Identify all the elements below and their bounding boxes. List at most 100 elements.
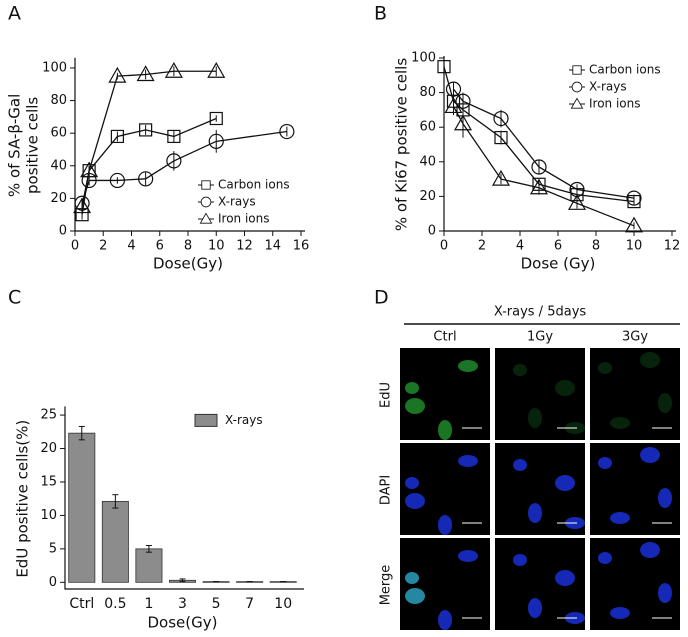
marker xyxy=(494,130,508,145)
y-tick-label: 5 xyxy=(49,541,57,556)
panel-title: X-rays / 5days xyxy=(494,305,587,320)
x-tick-label: 14 xyxy=(264,239,281,254)
marker xyxy=(455,93,471,109)
nucleus xyxy=(598,552,612,564)
x-tick-label: 10 xyxy=(626,239,643,254)
row-label: Merge xyxy=(379,565,394,606)
nucleus xyxy=(458,360,478,372)
x-tick-label: 8 xyxy=(592,239,600,254)
y-tick-label: 0 xyxy=(428,224,436,239)
marker xyxy=(80,161,99,178)
x-tick-label: 6 xyxy=(156,239,164,254)
panel-letter: B xyxy=(374,3,387,25)
x-tick-label: 0.5 xyxy=(104,596,126,612)
nucleus xyxy=(555,475,575,491)
marker xyxy=(136,65,155,82)
nucleus xyxy=(658,393,672,413)
legend-label: Carbon ions xyxy=(589,63,661,77)
marker xyxy=(531,159,547,175)
panel-letter: A xyxy=(8,3,21,25)
marker xyxy=(110,129,124,144)
marker xyxy=(491,169,511,186)
x-tick-label: 10 xyxy=(274,596,292,612)
marker xyxy=(139,123,153,137)
x-tick-label: 3 xyxy=(178,596,187,612)
marker xyxy=(166,153,182,169)
x-axis-label: Dose (Gy) xyxy=(521,255,596,273)
row-label: DAPI xyxy=(379,475,394,505)
nucleus xyxy=(405,588,425,604)
x-tick-label: 16 xyxy=(293,239,310,254)
bar xyxy=(68,432,96,583)
y-axis-label: positive cells xyxy=(24,97,42,194)
marker xyxy=(529,178,549,195)
nucleus xyxy=(658,583,672,603)
row-label: EdU xyxy=(379,382,394,408)
series-line xyxy=(452,88,635,199)
marker xyxy=(445,81,462,97)
marker xyxy=(109,172,125,189)
x-tick-label: 2 xyxy=(478,239,486,254)
y-tick-label: 0 xyxy=(49,575,57,590)
marker xyxy=(626,190,642,206)
y-tick-label: 100 xyxy=(42,60,67,75)
legend-label: Iron ions xyxy=(218,212,270,226)
y-tick-label: 25 xyxy=(40,408,57,423)
marker xyxy=(444,97,463,114)
nucleus xyxy=(610,512,630,524)
axis xyxy=(74,57,305,232)
legend-label: Carbon ions xyxy=(218,178,290,192)
nucleus xyxy=(405,493,425,509)
nucleus xyxy=(405,572,419,584)
nucleus xyxy=(458,550,478,562)
nucleus xyxy=(598,362,612,374)
nucleus xyxy=(528,598,542,618)
x-tick-label: 12 xyxy=(236,239,253,254)
y-tick-label: 80 xyxy=(419,85,436,100)
x-tick-label: 1 xyxy=(144,596,153,612)
nucleus xyxy=(438,515,452,535)
marker xyxy=(624,216,644,233)
marker xyxy=(200,196,212,208)
nucleus xyxy=(640,542,660,558)
nucleus xyxy=(528,408,542,428)
y-tick-label: 20 xyxy=(40,441,57,456)
nucleus xyxy=(555,570,575,586)
marker xyxy=(279,123,295,140)
nucleus xyxy=(610,417,630,429)
nucleus xyxy=(458,455,478,467)
marker xyxy=(570,97,584,109)
marker xyxy=(201,180,211,190)
nucleus xyxy=(528,503,542,523)
nucleus xyxy=(658,488,672,508)
y-tick-label: 20 xyxy=(419,189,436,204)
legend-label: Iron ions xyxy=(589,97,641,111)
nucleus xyxy=(438,420,452,440)
legend-label: X-rays xyxy=(218,195,256,209)
y-tick-label: 80 xyxy=(50,93,67,108)
bar xyxy=(101,500,129,583)
nucleus xyxy=(640,447,660,463)
nucleus xyxy=(640,352,660,368)
y-axis-label: % of SA-β-Gal xyxy=(6,94,24,197)
panel-letter: C xyxy=(8,287,21,309)
x-tick-label: 8 xyxy=(184,239,192,254)
column-label: 1Gy xyxy=(527,330,553,345)
y-axis-label: % of Ki67 positive cells xyxy=(393,58,411,232)
marker xyxy=(138,171,154,187)
x-tick-label: 12 xyxy=(664,239,681,254)
x-tick-label: 5 xyxy=(212,596,221,612)
nucleus xyxy=(598,457,612,469)
marker xyxy=(167,129,181,144)
micrograph xyxy=(495,348,585,440)
marker xyxy=(209,111,223,126)
x-tick-label: 10 xyxy=(208,239,225,254)
series-line xyxy=(81,70,217,207)
legend-swatch xyxy=(194,413,218,427)
y-tick-label: 60 xyxy=(50,126,67,141)
y-tick-label: 0 xyxy=(59,224,67,239)
nucleus xyxy=(513,459,527,471)
y-tick-label: 40 xyxy=(419,154,436,169)
y-tick-label: 10 xyxy=(40,508,57,523)
